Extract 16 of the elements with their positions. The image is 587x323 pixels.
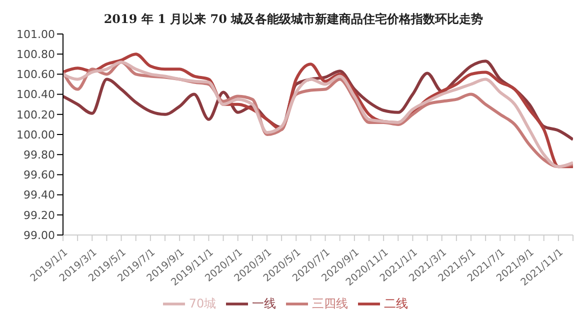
y-tick-label: 100.80	[16, 48, 55, 62]
y-tick-label: 100.20	[16, 108, 55, 122]
legend-label: 二线	[384, 296, 408, 310]
y-tick-label: 99.80	[24, 148, 55, 162]
y-tick-label: 101.00	[16, 28, 55, 41]
y-tick-label: 100.40	[16, 88, 55, 102]
legend-label: 三四线	[312, 296, 348, 310]
y-tick-label: 99.20	[24, 208, 55, 222]
y-tick-label: 99.60	[24, 168, 55, 182]
y-tick-label: 99.00	[24, 228, 55, 242]
y-tick-label: 100.00	[16, 128, 55, 142]
y-tick-label: 100.60	[16, 68, 55, 82]
legend-label: 一线	[252, 296, 276, 310]
y-tick-label: 99.40	[24, 188, 55, 202]
legend-label: 70城	[188, 296, 216, 310]
chart-title: 2019 年 1 月以来 70 城及各能级城市新建商品住宅价格指数环比走势	[104, 12, 484, 26]
